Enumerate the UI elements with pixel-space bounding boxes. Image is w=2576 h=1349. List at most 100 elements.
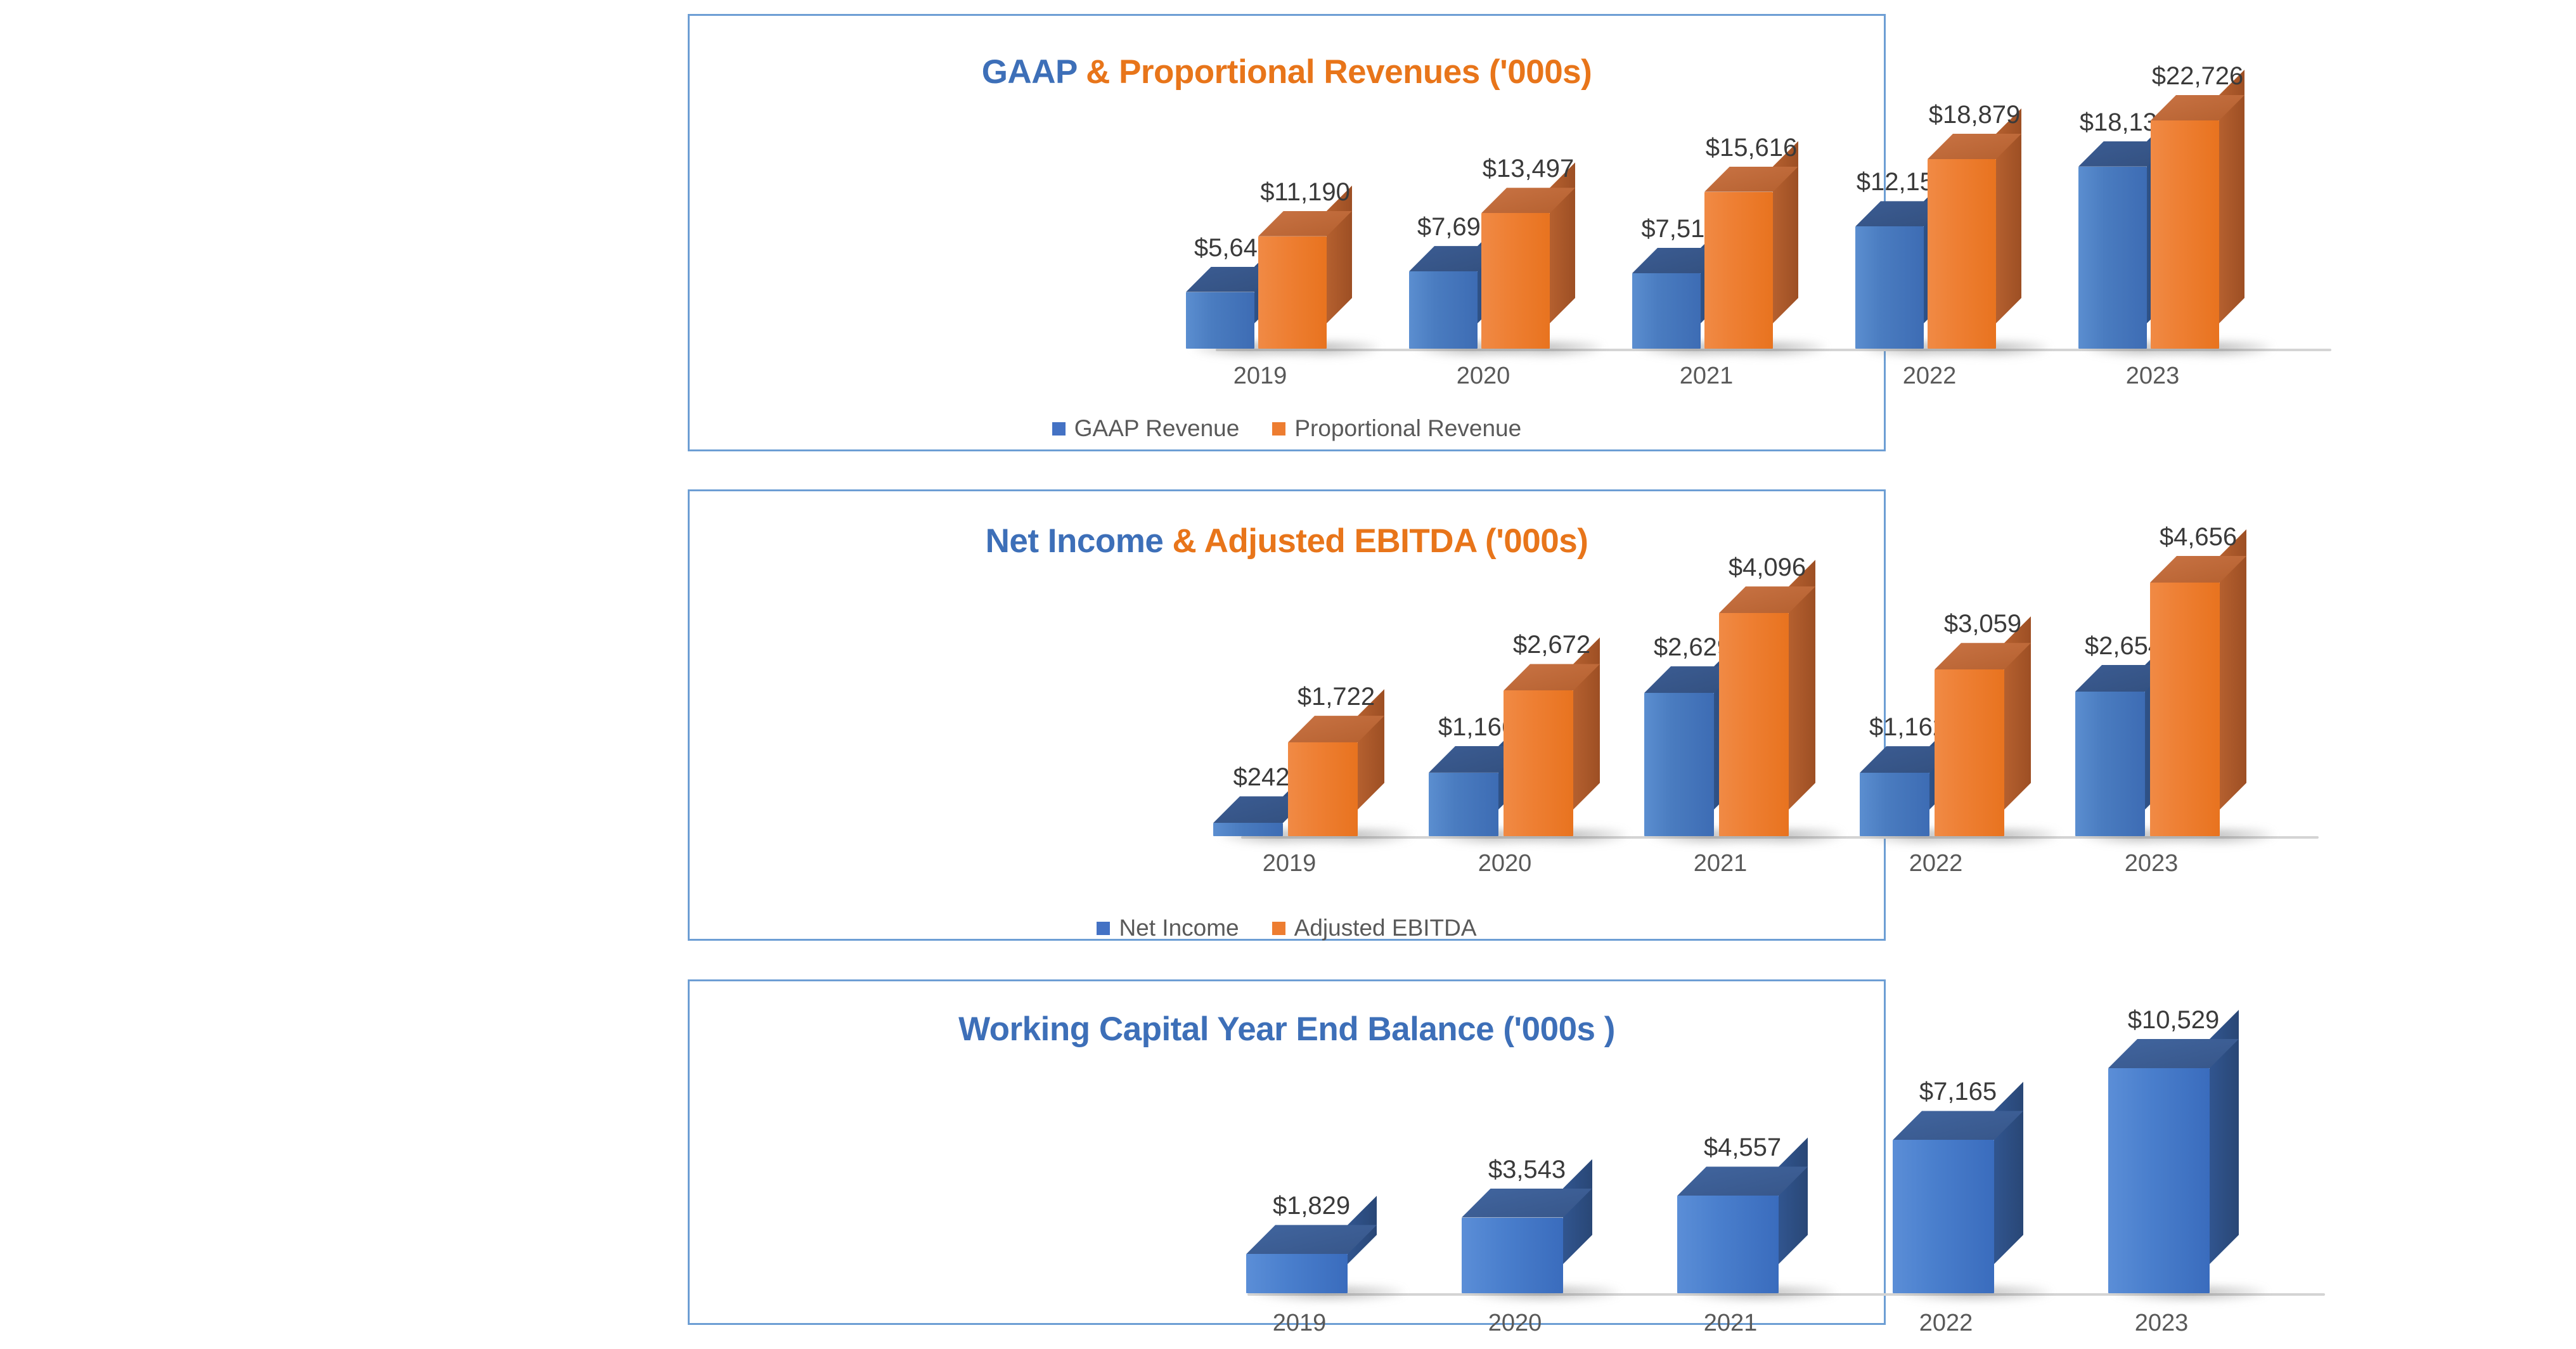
bar-front-face: [2075, 692, 2145, 836]
chart-legend-revenues: GAAP Revenue Proportional Revenue: [690, 415, 1884, 442]
plot-area-net-income: $242 $1,722 2019 $1,166 $2,672 2020 $2,629 $4,0…: [690, 523, 2319, 877]
bar-proportional-revenue-2019[interactable]: [1258, 185, 1380, 358]
bar-front-face: [1632, 273, 1701, 349]
x-axis-line: [1247, 1293, 2325, 1296]
category-label-2020: 2020: [1456, 363, 1510, 389]
bar-adjusted-ebitda-2023[interactable]: [2150, 529, 2274, 845]
bar-proportional-revenue-2021[interactable]: [1704, 141, 1826, 358]
category-label-2019: 2019: [1233, 363, 1287, 389]
legend-label: Net Income: [1119, 915, 1239, 941]
category-label-2022: 2022: [1919, 1310, 1973, 1336]
legend-item-adjusted-ebitda[interactable]: Adjusted EBITDA: [1272, 915, 1477, 941]
bar-adjusted-ebitda-2022[interactable]: [1935, 616, 2059, 845]
value-label-net-income-2023: $2,654: [2084, 631, 2163, 660]
bar-front-face: [1928, 158, 1996, 349]
value-label-net-income-2021: $2,629: [1653, 633, 1732, 662]
bar-front-face: [1677, 1196, 1779, 1293]
legend-label: Adjusted EBITDA: [1294, 915, 1477, 941]
value-label-adjusted-ebitda-2019: $1,722: [1297, 683, 1375, 711]
bar-front-face: [1186, 292, 1254, 349]
chart-title-revenues-orange: & Proportional Revenues ('000s): [1076, 53, 1592, 91]
category-label-2020: 2020: [1488, 1310, 1542, 1336]
chart-title-revenues: GAAP & Proportional Revenues ('000s): [690, 53, 1884, 91]
legend-item-net-income[interactable]: Net Income: [1097, 915, 1239, 941]
value-label-adjusted-ebitda-2022: $3,059: [1943, 610, 2022, 638]
chart-panel-revenues: GAAP & Proportional Revenues ('000s) $5,…: [688, 14, 2331, 451]
legend-swatch-icon: [1272, 422, 1286, 436]
x-axis-line: [1216, 349, 2331, 351]
bar-front-face: [1481, 213, 1550, 349]
value-label-proportional-revenue-2021: $15,616: [1705, 133, 1798, 162]
chart-title-working-capital-blue: Working Capital Year End Balance ('000s …: [958, 1010, 1615, 1048]
legend-label: Proportional Revenue: [1294, 415, 1522, 441]
bar-front-face: [1409, 271, 1478, 349]
bar-front-face: [1462, 1217, 1563, 1293]
bar-proportional-revenue-2023[interactable]: [2151, 70, 2272, 358]
plot-area-revenues: $5,640 $11,190 2019 $7,696 $13,497 2020 $7,511…: [690, 54, 2331, 389]
plot-area-working-capital: $1,829 2019 $3,543 2020 $4,557 2021 $7,165 2022…: [690, 1006, 2325, 1336]
bar-front-face: [2150, 583, 2220, 836]
bar-side-face: [1550, 162, 1575, 323]
value-label-working-capital-2021: $4,557: [1703, 1133, 1782, 1162]
bar-proportional-revenue-2020[interactable]: [1481, 162, 1603, 358]
bar-working-capital-2022[interactable]: [1893, 1081, 2051, 1302]
bar-adjusted-ebitda-2021[interactable]: [1719, 560, 1843, 845]
value-label-working-capital-2020: $3,543: [1488, 1155, 1566, 1184]
chart-panel-working-capital: Working Capital Year End Balance ('000s …: [688, 979, 2325, 1336]
category-label-2019: 2019: [1262, 850, 1317, 877]
bar-front-face: [1719, 613, 1789, 836]
legend-item-gaap-revenue[interactable]: GAAP Revenue: [1052, 415, 1239, 442]
bar-front-face: [1855, 226, 1924, 349]
category-label-2020: 2020: [1478, 850, 1532, 877]
value-label-gaap-revenue-2021: $7,511: [1641, 215, 1717, 243]
category-label-2021: 2021: [1693, 850, 1748, 877]
bar-front-face: [1704, 191, 1773, 349]
value-label-working-capital-2022: $7,165: [1919, 1078, 1997, 1106]
legend-swatch-icon: [1097, 921, 1111, 935]
bar-working-capital-2021[interactable]: [1677, 1137, 1836, 1302]
category-label-2022: 2022: [1909, 850, 1963, 877]
value-label-adjusted-ebitda-2023: $4,656: [2159, 523, 2238, 551]
value-label-working-capital-2023: $10,529: [2127, 1006, 2220, 1034]
value-label-proportional-revenue-2023: $22,726: [2151, 62, 2244, 90]
bar-front-face: [1288, 742, 1358, 836]
value-label-working-capital-2019: $1,829: [1272, 1192, 1351, 1220]
category-label-2023: 2023: [2125, 363, 2180, 389]
category-label-2021: 2021: [1679, 363, 1734, 389]
bar-adjusted-ebitda-2020[interactable]: [1504, 637, 1628, 845]
value-label-net-income-2020: $1,166: [1438, 713, 1516, 741]
chart-title-net-income-orange: & Adjusted EBITDA ('000s): [1163, 522, 1588, 560]
bar-adjusted-ebitda-2019[interactable]: [1288, 689, 1412, 845]
value-label-proportional-revenue-2019: $11,190: [1260, 178, 1350, 206]
bar-side-face: [1327, 185, 1352, 323]
bar-proportional-revenue-2022[interactable]: [1928, 108, 2049, 358]
chart-title-working-capital: Working Capital Year End Balance ('000s …: [690, 1010, 1884, 1049]
bar-front-face: [2108, 1068, 2210, 1293]
bar-side-face: [1994, 1081, 2023, 1264]
value-label-adjusted-ebitda-2020: $2,672: [1512, 631, 1591, 659]
bar-side-face: [1573, 637, 1600, 810]
chart-title-revenues-blue: GAAP: [981, 53, 1078, 91]
bar-working-capital-2019[interactable]: [1246, 1196, 1405, 1302]
bar-front-face: [1504, 690, 1573, 836]
bar-front-face: [1860, 773, 1929, 836]
category-label-2021: 2021: [1703, 1310, 1758, 1336]
bar-working-capital-2023[interactable]: [2108, 1010, 2267, 1302]
category-label-2022: 2022: [1902, 363, 1957, 389]
legend-swatch-icon: [1272, 921, 1285, 935]
legend-swatch-icon: [1052, 422, 1066, 436]
bar-front-face: [1893, 1140, 1994, 1293]
value-label-net-income-2019: $242: [1233, 763, 1290, 792]
bar-front-face: [1644, 693, 1714, 836]
chart-legend-net-income: Net Income Adjusted EBITDA: [690, 915, 1884, 941]
category-label-2023: 2023: [2124, 850, 2179, 877]
chart-panel-net-income: Net Income & Adjusted EBITDA ('000s) $24…: [688, 489, 2319, 941]
chart-title-net-income: Net Income & Adjusted EBITDA ('000s): [690, 522, 1884, 560]
value-label-net-income-2022: $1,162: [1869, 713, 1947, 742]
legend-item-proportional-revenue[interactable]: Proportional Revenue: [1272, 415, 1521, 442]
bar-working-capital-2020[interactable]: [1462, 1159, 1620, 1302]
category-label-2023: 2023: [2134, 1310, 2189, 1336]
bar-front-face: [1258, 236, 1327, 349]
bar-front-face: [2151, 120, 2219, 349]
